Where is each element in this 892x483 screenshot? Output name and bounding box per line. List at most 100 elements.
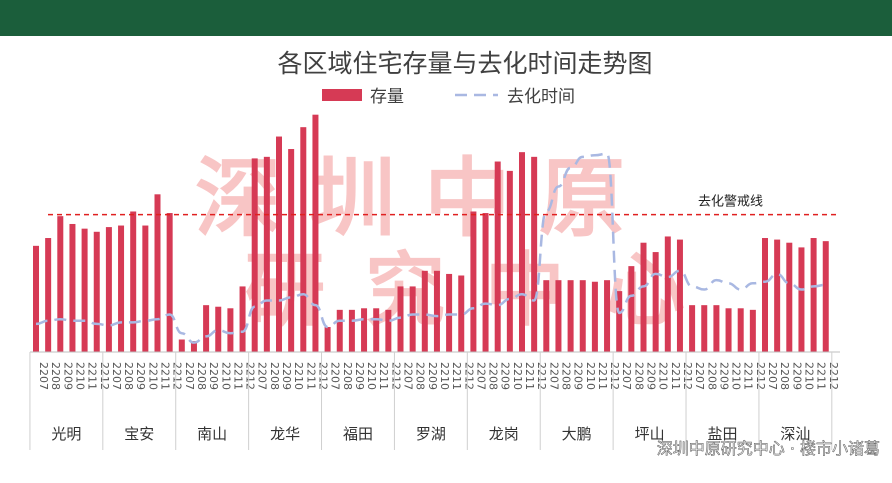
x-tick-label: 2209	[353, 362, 366, 390]
x-tick-label: 2210	[292, 362, 305, 390]
x-tick-label: 2210	[802, 362, 815, 390]
bar	[33, 245, 39, 352]
bar	[494, 161, 501, 352]
bar	[713, 305, 720, 352]
x-tick-label: 2207	[474, 362, 487, 390]
legend-label-sellthrough: 去化时间	[507, 87, 575, 107]
bar	[373, 308, 380, 352]
chart-panel	[0, 36, 892, 483]
bar	[69, 223, 76, 352]
bar	[300, 127, 307, 352]
x-tick-label: 2210	[365, 362, 378, 390]
bar	[45, 238, 52, 352]
bar	[519, 152, 525, 352]
bar	[57, 216, 64, 352]
x-tick-label: 2207	[37, 362, 50, 390]
x-tick-label: 2209	[790, 362, 803, 390]
legend-swatch-stock	[322, 89, 362, 101]
bar	[798, 247, 805, 352]
x-tick-label: 2209	[645, 362, 658, 390]
x-tick-label: 2208	[49, 362, 62, 390]
x-group-label: 福田	[343, 425, 373, 443]
bar-series	[33, 114, 829, 352]
x-tick-label: 2207	[110, 362, 123, 390]
x-tick-label: 2210	[584, 362, 597, 390]
x-tick-label: 2212	[244, 362, 257, 390]
x-tick-label: 2207	[402, 362, 415, 390]
bar	[725, 308, 732, 352]
x-tick-label: 2212	[681, 362, 694, 390]
x-tick-label: 2212	[389, 362, 402, 390]
bar	[628, 266, 635, 352]
bar	[689, 305, 696, 352]
bar	[251, 158, 258, 352]
bar	[822, 241, 829, 352]
bar	[531, 156, 538, 352]
x-tick-label: 2210	[219, 362, 232, 390]
bar	[276, 136, 282, 352]
bar	[409, 286, 416, 352]
x-tick-label: 2208	[341, 362, 354, 390]
bar	[652, 252, 659, 352]
bar	[506, 170, 513, 352]
x-tick-label: 2212	[316, 362, 329, 390]
x-tick-label: 2207	[183, 362, 196, 390]
x-tick-label: 2211	[231, 362, 244, 390]
x-tick-label: 2209	[717, 362, 730, 390]
bar	[81, 228, 88, 352]
bar	[312, 114, 319, 352]
x-group-label: 光明	[51, 425, 81, 443]
bar	[215, 306, 222, 352]
x-tick-label: 2211	[742, 362, 755, 390]
bar	[118, 225, 125, 352]
bar	[555, 280, 562, 352]
bar	[288, 149, 295, 352]
bar	[263, 156, 270, 352]
x-tick-label: 2208	[487, 362, 500, 390]
bar	[190, 341, 197, 352]
bar	[421, 270, 428, 352]
x-tick-label: 2209	[499, 362, 512, 390]
x-tick-label: 2211	[815, 362, 828, 390]
x-tick-label: 2210	[146, 362, 159, 390]
x-tick-label: 2209	[280, 362, 293, 390]
x-tick-label: 2212	[827, 362, 840, 390]
x-tick-label: 2208	[632, 362, 645, 390]
bar	[446, 273, 453, 352]
x-group-label: 深汕	[780, 425, 810, 443]
x-group-label: 坪山	[635, 425, 665, 443]
x-group-label: 南山	[197, 425, 227, 443]
x-tick-label: 2210	[73, 362, 86, 390]
bar	[154, 194, 161, 352]
bar	[361, 308, 368, 352]
bar	[385, 309, 392, 352]
x-group-label: 罗湖	[416, 425, 446, 443]
bar	[142, 225, 149, 352]
bar	[749, 309, 756, 352]
x-tick-label: 2212	[171, 362, 184, 390]
x-tick-label: 2211	[596, 362, 609, 390]
x-tick-label: 2207	[766, 362, 779, 390]
x-tick-label: 2211	[450, 362, 463, 390]
warning-line-label: 去化警戒线	[698, 194, 763, 210]
x-tick-label: 2209	[134, 362, 147, 390]
bar	[676, 239, 683, 352]
x-tick-label: 2207	[329, 362, 342, 390]
bar	[458, 275, 465, 352]
bar	[482, 213, 489, 352]
x-tick-label: 2211	[86, 362, 99, 390]
x-group-label: 大鹏	[562, 425, 592, 443]
legend-label-stock: 存量	[370, 87, 404, 107]
x-tick-label: 2207	[620, 362, 633, 390]
x-tick-label: 2211	[669, 362, 682, 390]
bar	[701, 305, 708, 352]
bar	[166, 213, 173, 352]
x-tick-label: 2210	[511, 362, 524, 390]
bar	[774, 239, 781, 352]
x-tick-label: 2210	[438, 362, 451, 390]
bar	[397, 286, 404, 352]
x-group-label: 宝安	[124, 425, 154, 443]
bar	[591, 281, 598, 352]
x-tick-label: 2212	[462, 362, 475, 390]
